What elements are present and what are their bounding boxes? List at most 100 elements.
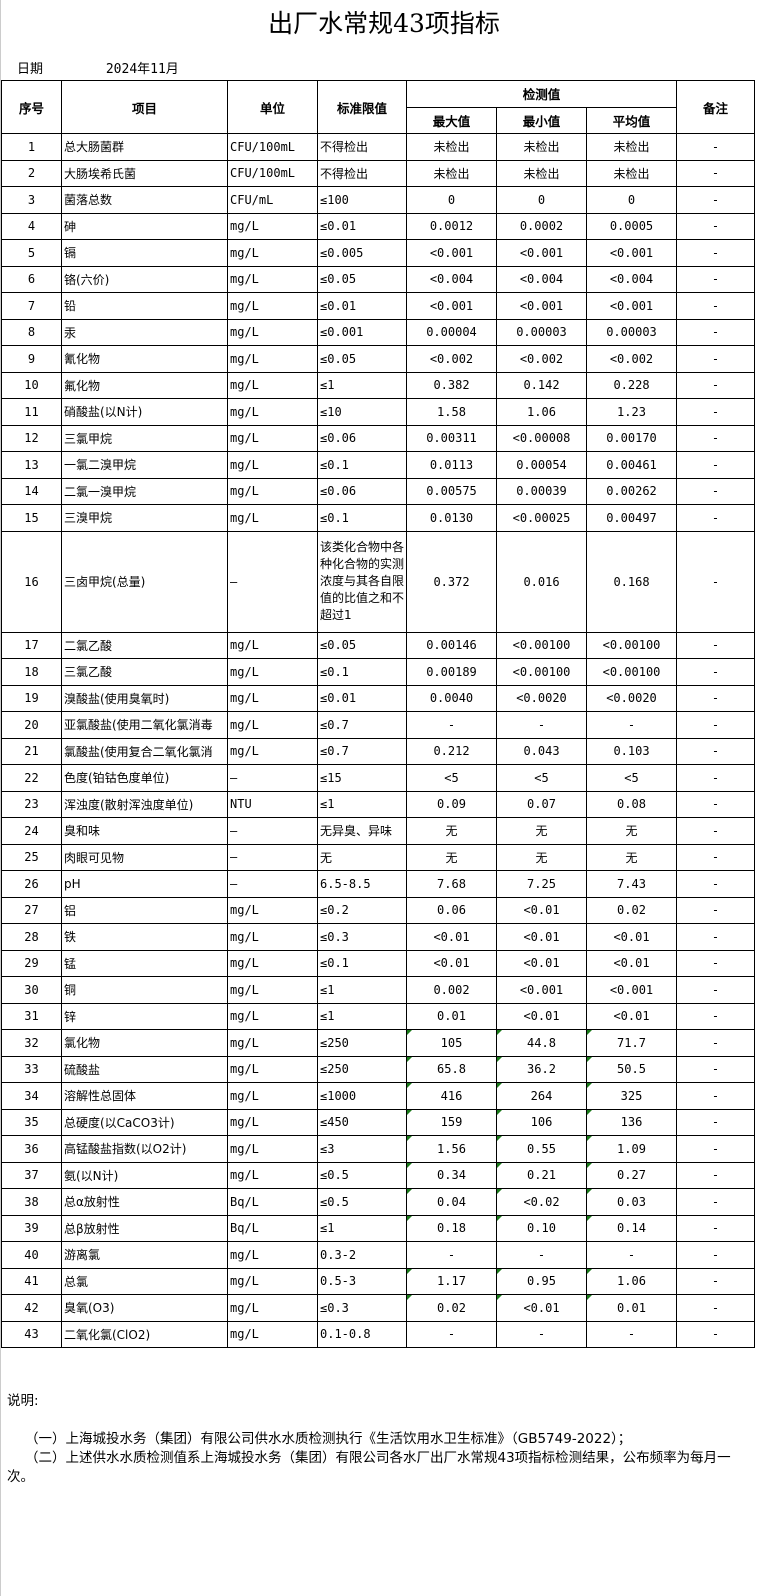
cell-avg: 0.00262	[586, 477, 677, 505]
cell-remark: -	[676, 684, 755, 712]
cell-remark: -	[676, 398, 755, 426]
date-line: 日期 2024年11月	[17, 58, 179, 77]
cell-item: 氟化物	[61, 371, 228, 399]
cell-no: 36	[1, 1135, 62, 1163]
page-title: 出厂水常规43项指标	[268, 9, 500, 38]
cell-min: <0.001	[496, 976, 587, 1004]
table-row: 27 铝 mg/L ≤0.2 0.06 <0.01 0.02-	[1, 896, 755, 924]
cell-remark: -	[676, 1082, 755, 1110]
cell-remark: -	[676, 658, 755, 686]
cell-limit: ≤1000	[317, 1082, 407, 1110]
cell-max: 0.0130	[406, 504, 497, 532]
cell-max: <0.01	[406, 923, 497, 951]
cell-unit: CFU/100mL	[227, 133, 318, 161]
cell-unit: mg/L	[227, 1267, 318, 1295]
table-row: 16 三卤甲烷(总量) — 该类化合物中各种化合物的实测浓度与其各自限值的比值之和不超…	[1, 530, 755, 633]
cell-limit: ≤1	[317, 976, 407, 1004]
date-label: 日期	[17, 62, 44, 77]
cell-max: 65.8	[406, 1055, 497, 1083]
cell-max: 0.0040	[406, 684, 497, 712]
cell-unit: mg/L	[227, 684, 318, 712]
cell-min: <0.0020	[496, 684, 587, 712]
cell-no: 29	[1, 949, 62, 977]
header-max: 最大值	[406, 106, 497, 134]
cell-remark: -	[676, 1135, 755, 1163]
cell-remark: -	[676, 870, 755, 898]
cell-no: 24	[1, 817, 62, 845]
cell-avg: 0.00170	[586, 424, 677, 452]
cell-item: 锰	[61, 949, 228, 977]
table-row: 23 浑浊度(散射浑浊度单位) NTU ≤1 0.09 0.07 0.08-	[1, 790, 755, 818]
cell-limit: ≤1	[317, 371, 407, 399]
cell-remark: -	[676, 265, 755, 293]
table-row: 24 臭和味 — 无异臭、异味无无无 -	[1, 817, 755, 845]
cell-max: 未检出	[406, 133, 497, 161]
cell-limit: 0.1-0.8	[317, 1320, 407, 1348]
cell-max: 1.58	[406, 398, 497, 426]
cell-max: 1.17	[406, 1267, 497, 1295]
cell-item: 二氯乙酸	[61, 631, 228, 659]
cell-item: 总大肠菌群	[61, 133, 228, 161]
cell-avg: 0.01	[586, 1294, 677, 1322]
cell-max: 0.00146	[406, 631, 497, 659]
table-row: 11 硝酸盐(以N计) mg/L ≤10 1.58 1.06 1.23-	[1, 398, 755, 426]
cell-limit: ≤450	[317, 1108, 407, 1136]
cell-remark: -	[676, 159, 755, 187]
cell-max: <0.002	[406, 345, 497, 373]
cell-no: 25	[1, 843, 62, 871]
cell-max: 0.382	[406, 371, 497, 399]
cell-avg: 7.43	[586, 870, 677, 898]
cell-remark: -	[676, 1188, 755, 1216]
table-row: 5 镉 mg/L ≤0.005 <0.001 <0.001 <0.001-	[1, 239, 755, 267]
cell-min: <0.00008	[496, 424, 587, 452]
cell-min: 0.00039	[496, 477, 587, 505]
cell-max: 未检出	[406, 159, 497, 187]
header-no: 序号	[1, 80, 62, 134]
cell-max: <0.001	[406, 292, 497, 320]
cell-remark: -	[676, 318, 755, 346]
table-row: 21 氯酸盐(使用复合二氧化氯消 mg/L ≤0.7 0.212 0.043 0.103-	[1, 737, 755, 765]
cell-remark: -	[676, 451, 755, 479]
cell-unit: mg/L	[227, 239, 318, 267]
cell-limit: ≤0.005	[317, 239, 407, 267]
cell-min: <0.001	[496, 239, 587, 267]
cell-limit: ≤250	[317, 1029, 407, 1057]
table-row: 7 铅 mg/L ≤0.01 <0.001 <0.001 <0.001-	[1, 292, 755, 320]
cell-max: 0.212	[406, 737, 497, 765]
cell-no: 16	[1, 530, 62, 633]
cell-item: 亚氯酸盐(使用二氧化氯消毒	[61, 711, 228, 739]
cell-remark: -	[676, 1055, 755, 1083]
cell-avg: -	[586, 711, 677, 739]
cell-max: -	[406, 711, 497, 739]
cell-min: 未检出	[496, 133, 587, 161]
cell-unit: Bq/L	[227, 1214, 318, 1242]
table-row: 13 一氯二溴甲烷 mg/L ≤0.1 0.0113 0.00054 0.00461-	[1, 451, 755, 479]
cell-no: 20	[1, 711, 62, 739]
cell-min: <0.01	[496, 1294, 587, 1322]
cell-item: 汞	[61, 318, 228, 346]
cell-remark: -	[676, 1002, 755, 1030]
cell-min: <0.001	[496, 292, 587, 320]
cell-no: 31	[1, 1002, 62, 1030]
cell-no: 32	[1, 1029, 62, 1057]
cell-min: 0.55	[496, 1135, 587, 1163]
cell-item: 氯酸盐(使用复合二氧化氯消	[61, 737, 228, 765]
cell-avg: <0.01	[586, 923, 677, 951]
cell-max: 0.0113	[406, 451, 497, 479]
cell-avg: <0.001	[586, 292, 677, 320]
cell-min: 1.06	[496, 398, 587, 426]
cell-unit: CFU/100mL	[227, 159, 318, 187]
cell-unit: mg/L	[227, 737, 318, 765]
table-row: 26 pH —6.5-8.5 7.68 7.25 7.43-	[1, 870, 755, 898]
table-row: 42 臭氧(O3) mg/L ≤0.3 0.02 <0.01 0.01-	[1, 1294, 755, 1322]
cell-avg: 0.0005	[586, 212, 677, 240]
table-row: 3 菌落总数 CFU/mL ≤100 0 0 0-	[1, 186, 755, 214]
cell-item: 肉眼可见物	[61, 843, 228, 871]
table-row: 43 二氧化氯(ClO2) mg/L 0.1-0.8- - - -	[1, 1320, 755, 1348]
cell-item: 三卤甲烷(总量)	[61, 530, 228, 633]
cell-avg: 325	[586, 1082, 677, 1110]
cell-avg: 未检出	[586, 159, 677, 187]
cell-remark: -	[676, 631, 755, 659]
table-row: 37 氨(以N计) mg/L ≤0.5 0.34 0.21 0.27-	[1, 1161, 755, 1189]
cell-unit: mg/L	[227, 265, 318, 293]
